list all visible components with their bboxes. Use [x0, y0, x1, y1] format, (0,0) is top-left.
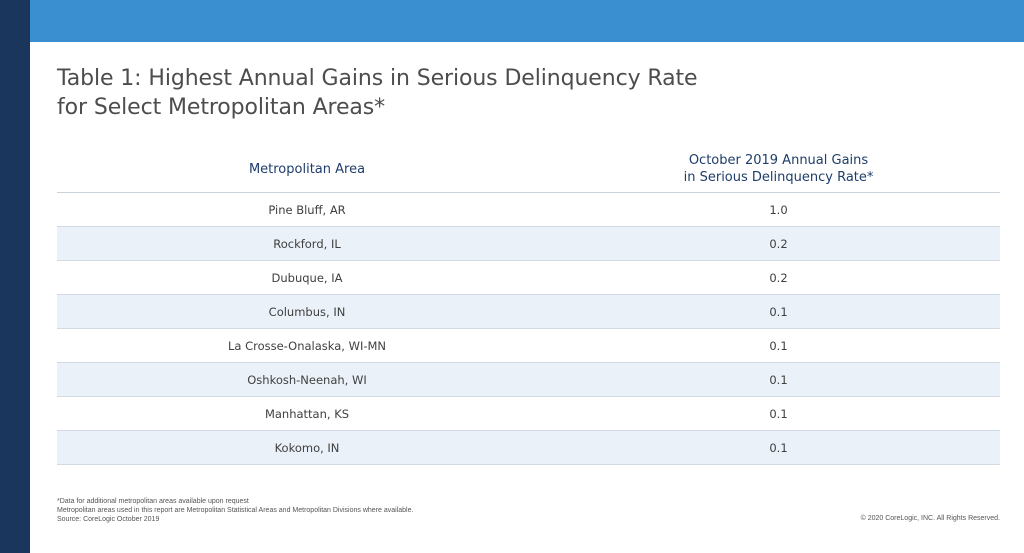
footnote-source: Source: CoreLogic October 2019: [57, 516, 160, 523]
page-title: Table 1: Highest Annual Gains in Serious…: [57, 64, 698, 122]
cell-area: Oshkosh-Neenah, WI: [247, 372, 367, 387]
copyright-notice: © 2020 CoreLogic, INC. All Rights Reserv…: [860, 515, 1000, 522]
table-header-row: Metropolitan Area October 2019 Annual Ga…: [57, 146, 1000, 193]
cell-value: 0.1: [769, 372, 788, 387]
cell-value: 0.1: [769, 440, 788, 455]
top-header-bar: [30, 0, 1024, 42]
column-header-annual-gains-line-2: in Serious Delinquency Rate*: [683, 170, 874, 185]
table-row: Dubuque, IA 0.2: [57, 261, 1000, 295]
column-header-annual-gains-line-1: October 2019 Annual Gains: [688, 153, 869, 168]
footnote-metro-definition: Metropolitan areas used in this report a…: [57, 507, 414, 514]
cell-area: La Crosse-Onalaska, WI-MN: [227, 338, 387, 353]
table-row: Columbus, IN 0.1: [57, 295, 1000, 329]
cell-value: 0.2: [769, 236, 788, 251]
table-row: Pine Bluff, AR 1.0: [57, 193, 1000, 227]
title-line-2: for Select Metropolitan Areas*: [57, 95, 386, 120]
cell-value: 0.1: [769, 338, 788, 353]
left-accent-bar: [0, 0, 30, 553]
cell-area: Pine Bluff, AR: [268, 202, 346, 217]
cell-area: Columbus, IN: [268, 304, 346, 319]
title-line-1: Table 1: Highest Annual Gains in Serious…: [57, 66, 698, 91]
cell-area: Manhattan, KS: [264, 406, 350, 421]
cell-area: Kokomo, IN: [274, 440, 340, 455]
cell-value: 0.1: [769, 304, 788, 319]
table-row: Kokomo, IN 0.1: [57, 431, 1000, 465]
cell-value: 0.1: [769, 406, 788, 421]
delinquency-table: Metropolitan Area October 2019 Annual Ga…: [57, 146, 1000, 465]
footnotes: *Data for additional metropolitan areas …: [57, 497, 413, 524]
table-row: Manhattan, KS 0.1: [57, 397, 1000, 431]
cell-value: 0.2: [769, 270, 788, 285]
footnote-additional-data: *Data for additional metropolitan areas …: [57, 498, 249, 505]
cell-area: Dubuque, IA: [271, 270, 343, 285]
column-header-annual-gains: October 2019 Annual Gains in Serious Del…: [557, 152, 1000, 186]
cell-area: Rockford, IL: [273, 236, 341, 251]
cell-value: 1.0: [769, 202, 788, 217]
table-row: Oshkosh-Neenah, WI 0.1: [57, 363, 1000, 397]
column-header-metropolitan-area: Metropolitan Area: [248, 161, 366, 177]
table-row: La Crosse-Onalaska, WI-MN 0.1: [57, 329, 1000, 363]
table-row: Rockford, IL 0.2: [57, 227, 1000, 261]
